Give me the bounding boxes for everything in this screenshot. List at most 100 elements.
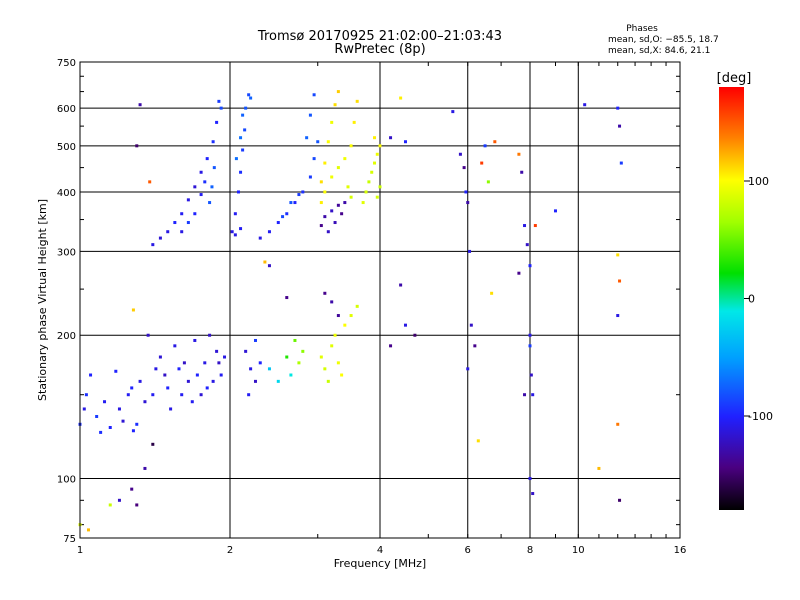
data-point: [103, 400, 107, 404]
data-point: [319, 180, 323, 184]
data-point: [158, 355, 162, 359]
data-point: [330, 209, 334, 213]
data-point: [297, 361, 301, 365]
data-point: [349, 314, 353, 318]
data-point: [267, 230, 271, 234]
data-point: [210, 185, 214, 189]
data-point: [352, 120, 356, 124]
chart-title: Tromsø 20170925 21:02:00–21:03:43: [257, 29, 502, 44]
data-point: [233, 212, 237, 216]
x-tick-label: 6: [465, 545, 471, 556]
y-tick-label: 600: [57, 104, 76, 115]
data-point: [333, 221, 337, 225]
data-point: [616, 106, 620, 110]
data-point: [211, 140, 215, 144]
data-point: [211, 379, 215, 383]
data-point: [583, 103, 587, 107]
data-point: [517, 152, 521, 156]
data-point: [285, 296, 289, 300]
data-point: [323, 190, 327, 194]
data-point: [243, 128, 247, 132]
y-tick-label: 100: [57, 475, 76, 486]
data-point: [378, 144, 382, 148]
data-point: [166, 230, 170, 234]
data-point: [319, 224, 323, 228]
data-point: [326, 230, 330, 234]
grid: [80, 62, 680, 538]
data-point: [267, 264, 271, 268]
data-point: [138, 379, 142, 383]
data-point: [154, 367, 158, 371]
data-point: [316, 140, 320, 144]
data-point: [117, 407, 121, 411]
data-point: [349, 144, 353, 148]
data-point: [480, 161, 484, 165]
data-point: [239, 136, 243, 140]
data-point: [616, 314, 620, 318]
data-point: [619, 161, 623, 165]
phases-line-o: mean, sd,O: −85.5, 18.7: [608, 35, 719, 45]
data-point: [528, 477, 532, 481]
data-point: [180, 230, 184, 234]
data-point: [464, 190, 468, 194]
data-point: [466, 367, 470, 371]
data-point: [131, 429, 135, 433]
x-tick-label: 10: [572, 545, 585, 556]
data-point: [330, 120, 334, 124]
data-point: [148, 180, 152, 184]
plot-frame: [79, 61, 681, 539]
data-point: [375, 195, 379, 199]
y-tick-label: 200: [57, 331, 76, 342]
data-point: [466, 201, 470, 205]
y-tick-labels: 75 100 200 300 400 500 600 750: [57, 58, 76, 545]
data-point: [308, 113, 312, 117]
data-point: [493, 140, 497, 144]
data-point: [208, 333, 212, 337]
data-point: [217, 99, 221, 103]
data-point: [528, 344, 532, 348]
data-point: [247, 93, 251, 97]
data-point: [483, 144, 487, 148]
data-point: [205, 386, 209, 390]
data-point: [82, 407, 86, 411]
data-point: [151, 442, 155, 446]
data-point: [373, 136, 377, 140]
data-point: [319, 355, 323, 359]
data-point: [166, 386, 170, 390]
data-point: [301, 190, 305, 194]
data-point: [276, 379, 280, 383]
data-point: [343, 157, 347, 161]
data-point: [234, 157, 238, 161]
x-axis-label: Frequency [MHz]: [334, 557, 426, 570]
data-point: [323, 367, 327, 371]
data-point: [531, 492, 535, 496]
data-point: [215, 120, 219, 124]
data-point: [451, 110, 455, 114]
data-point: [525, 243, 529, 247]
data-point: [130, 386, 134, 390]
data-point: [528, 333, 532, 337]
data-point: [108, 425, 112, 429]
data-point: [285, 355, 289, 359]
colorbar-tick-label: 100: [748, 175, 769, 188]
data-point: [239, 227, 243, 231]
data-point: [490, 291, 494, 295]
data-point: [244, 349, 248, 353]
data-point: [180, 212, 184, 216]
data-point: [241, 148, 245, 152]
data-point: [528, 264, 532, 268]
phases-heading: Phases: [626, 24, 658, 34]
data-point: [276, 221, 280, 225]
data-point: [244, 106, 248, 110]
data-point: [293, 338, 297, 342]
data-point: [529, 373, 533, 377]
data-point: [469, 323, 473, 327]
data-point: [297, 193, 301, 197]
data-point: [531, 393, 535, 397]
data-point: [523, 224, 527, 228]
data-point: [143, 466, 147, 470]
data-point: [308, 175, 312, 179]
data-point: [253, 338, 257, 342]
data-point: [135, 503, 139, 507]
